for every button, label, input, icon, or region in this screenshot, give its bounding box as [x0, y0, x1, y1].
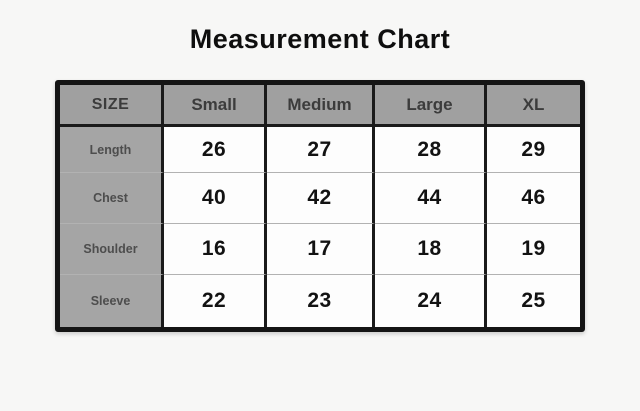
cell-length-large: 28 — [375, 127, 487, 173]
column-header-medium: Medium — [267, 85, 375, 127]
table-corner-header-size: SIZE — [60, 85, 164, 127]
cell-shoulder-xl: 19 — [487, 224, 580, 275]
cell-chest-small: 40 — [164, 173, 267, 224]
row-label-chest: Chest — [60, 173, 164, 224]
column-header-xl: XL — [487, 85, 580, 127]
cell-length-xl: 29 — [487, 127, 580, 173]
cell-length-medium: 27 — [267, 127, 375, 173]
row-label-shoulder: Shoulder — [60, 224, 164, 275]
cell-sleeve-medium: 23 — [267, 275, 375, 327]
cell-shoulder-large: 18 — [375, 224, 487, 275]
measurement-table: SIZE Small Medium Large XL Length 26 27 … — [55, 80, 585, 332]
cell-sleeve-small: 22 — [164, 275, 267, 327]
column-header-large: Large — [375, 85, 487, 127]
column-header-small: Small — [164, 85, 267, 127]
chart-title: Measurement Chart — [189, 24, 451, 54]
cell-shoulder-small: 16 — [164, 224, 267, 275]
cell-length-small: 26 — [164, 127, 267, 173]
cell-chest-xl: 46 — [487, 173, 580, 224]
cell-shoulder-medium: 17 — [267, 224, 375, 275]
row-label-length: Length — [60, 127, 164, 173]
cell-sleeve-xl: 25 — [487, 275, 580, 327]
cell-sleeve-large: 24 — [375, 275, 487, 327]
cell-chest-large: 44 — [375, 173, 487, 224]
cell-chest-medium: 42 — [267, 173, 375, 224]
row-label-sleeve: Sleeve — [60, 275, 164, 327]
